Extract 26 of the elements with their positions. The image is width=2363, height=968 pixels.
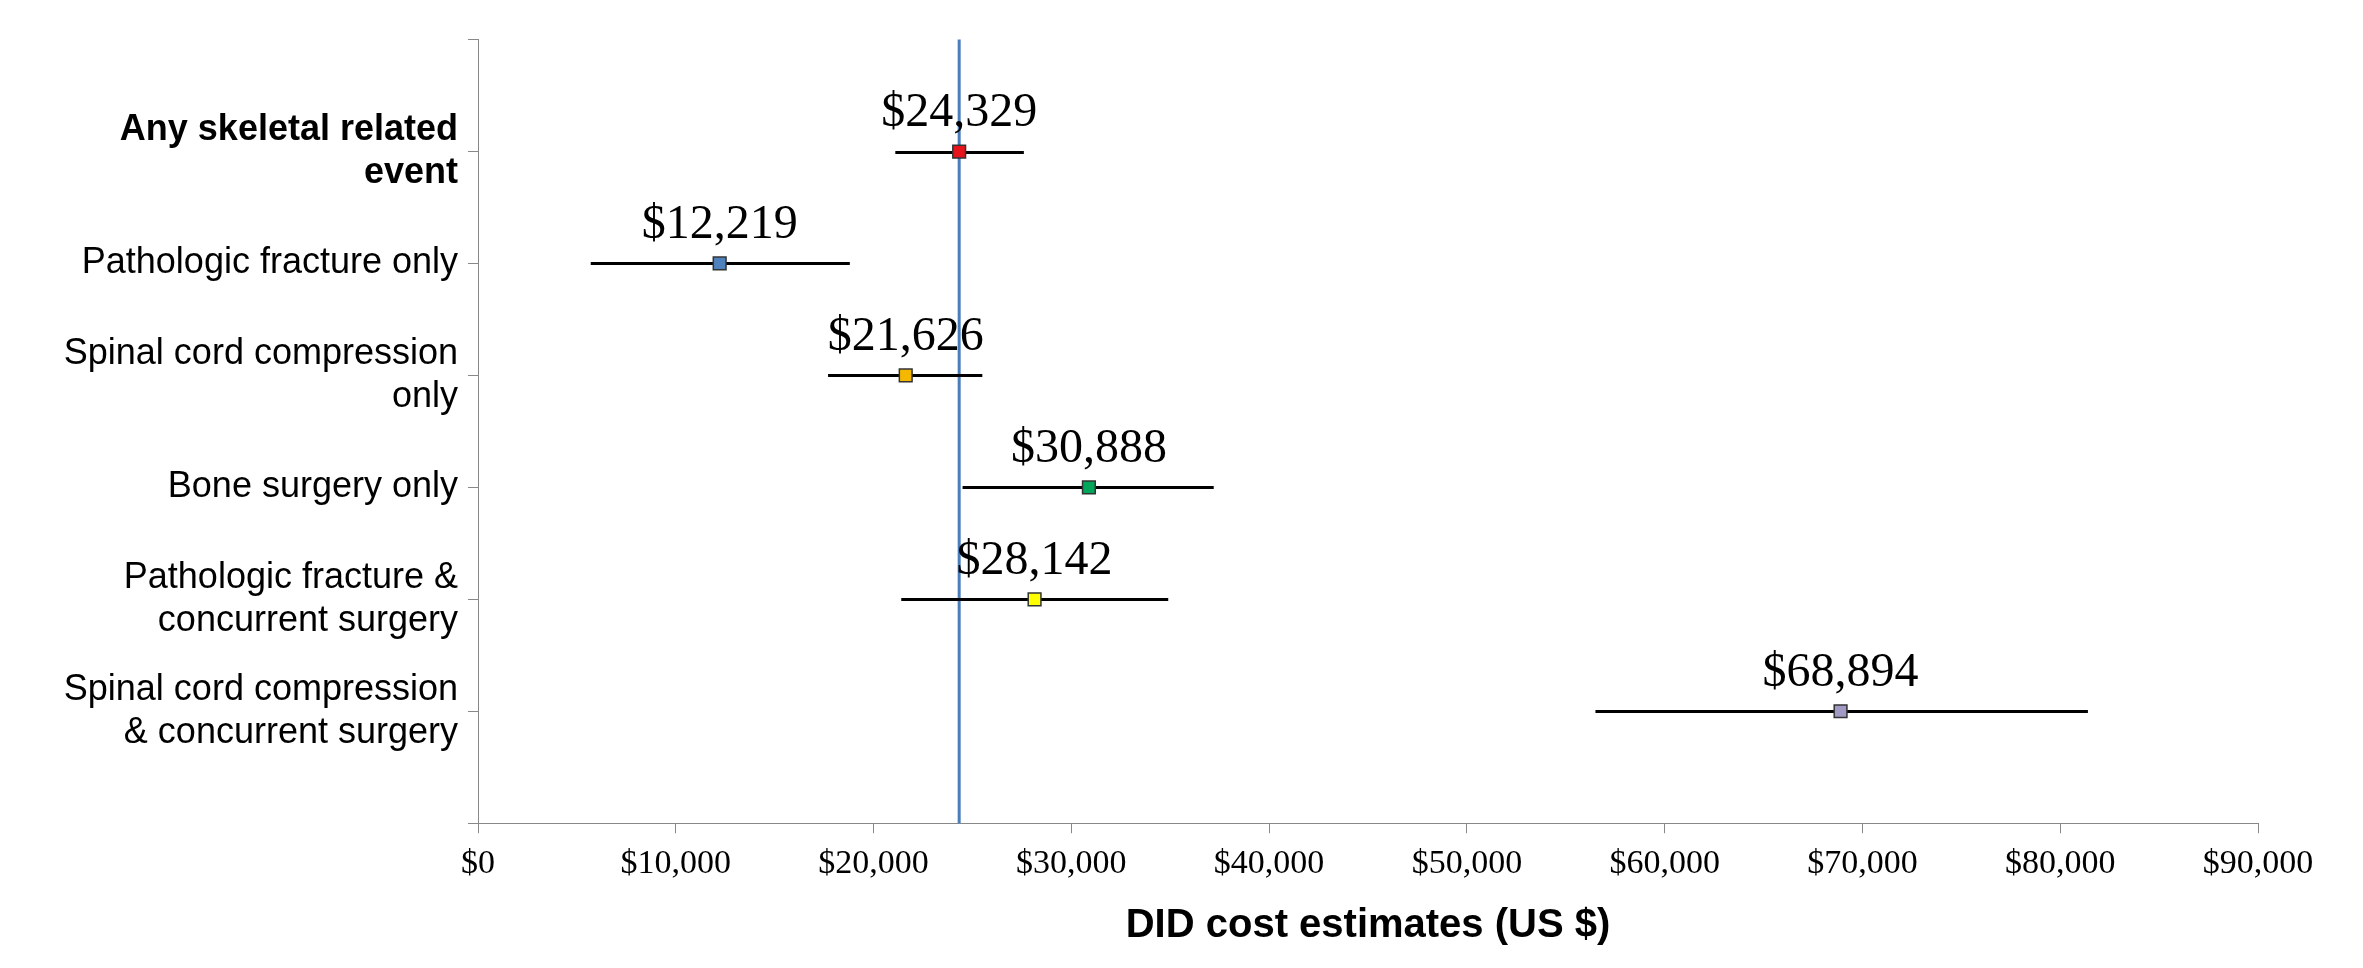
x-tick-label: $70,000 [1807,842,1918,880]
point [712,256,727,271]
point [1027,592,1042,607]
x-tick-label: $60,000 [1609,842,1720,880]
point [1081,480,1097,495]
x-tick-label: $10,000 [620,842,732,880]
x-tick-label: $90,000 [2202,842,2314,880]
y-tick-label: Any skeletal related event [119,106,459,192]
y-tick-label: Pathologic fracture & concurrent surgery [123,554,458,639]
data-label: $68,894 [1762,642,1919,696]
y-tick-label: Spinal cord compression & concurrent surgery [63,666,458,751]
point [952,144,967,159]
x-axis-title: DID cost estimates (US $) [1125,901,1611,946]
data-label: $12,219 [641,195,798,249]
x-tick-label: $30,000 [1016,842,1127,880]
x-tick-label: $80,000 [2004,842,2116,880]
x-tick-label: $20,000 [818,842,929,880]
y-tick-label: Pathologic fracture only [81,240,458,282]
data-label: $30,888 [1010,418,1167,472]
x-tick-label: $50,000 [1411,842,1523,880]
x-tick-label: $0 [461,842,495,880]
y-tick-label: Bone surgery only [167,464,458,506]
x-tick-label: $40,000 [1213,842,1325,880]
point [898,368,913,383]
point [1833,704,1848,719]
y-tick-label: Spinal cord compression only [63,330,458,415]
